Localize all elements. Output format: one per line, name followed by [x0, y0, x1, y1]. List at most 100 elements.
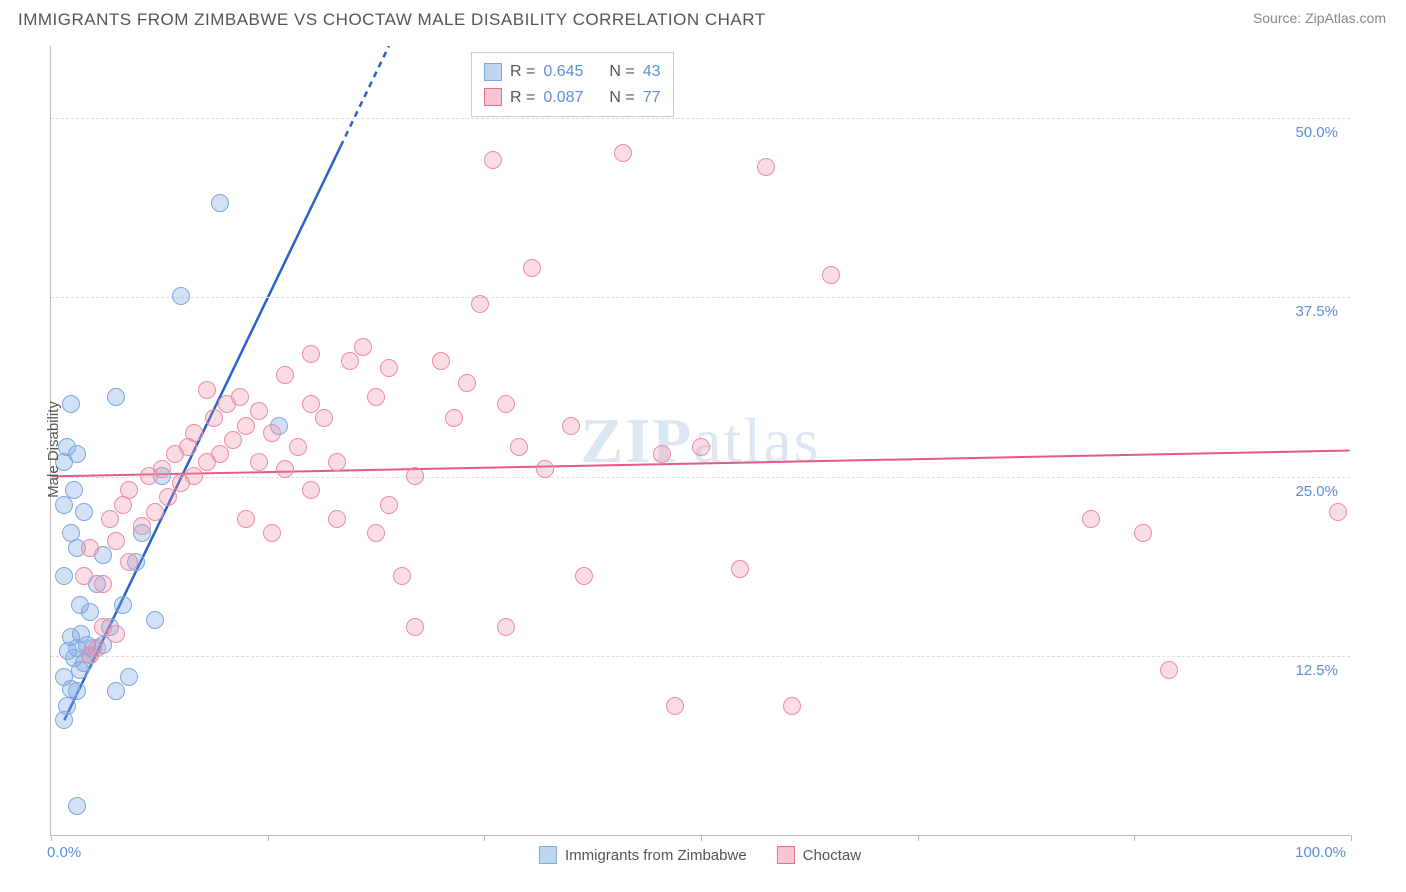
data-point-choctaw — [666, 697, 684, 715]
source-label: Source: — [1253, 10, 1305, 26]
gridline-h — [51, 477, 1350, 478]
data-point-zimbabwe — [146, 611, 164, 629]
x-tick — [484, 835, 485, 841]
corr-n-value: 43 — [643, 59, 661, 85]
data-point-choctaw — [1134, 524, 1152, 542]
source-attribution: Source: ZipAtlas.com — [1253, 10, 1386, 28]
data-point-choctaw — [367, 388, 385, 406]
gridline-h — [51, 656, 1350, 657]
data-point-choctaw — [510, 438, 528, 456]
chart-title: IMMIGRANTS FROM ZIMBABWE VS CHOCTAW MALE… — [18, 10, 766, 30]
data-point-choctaw — [263, 524, 281, 542]
data-point-zimbabwe — [68, 682, 86, 700]
x-tick-label: 0.0% — [47, 844, 81, 861]
data-point-choctaw — [276, 460, 294, 478]
corr-r-value: 0.087 — [543, 85, 583, 111]
data-point-choctaw — [237, 510, 255, 528]
data-point-zimbabwe — [211, 194, 229, 212]
corr-r-value: 0.645 — [543, 59, 583, 85]
data-point-choctaw — [523, 259, 541, 277]
data-point-choctaw — [406, 467, 424, 485]
data-point-choctaw — [484, 151, 502, 169]
data-point-zimbabwe — [114, 596, 132, 614]
legend-label-zimbabwe: Immigrants from Zimbabwe — [565, 847, 747, 864]
data-point-choctaw — [471, 295, 489, 313]
data-point-zimbabwe — [68, 797, 86, 815]
gridline-h — [51, 118, 1350, 119]
data-point-zimbabwe — [62, 524, 80, 542]
data-point-choctaw — [653, 445, 671, 463]
correlation-legend-box: R = 0.645 N = 43R = 0.087N = 77 — [471, 52, 674, 117]
x-tick — [268, 835, 269, 841]
data-point-choctaw — [341, 352, 359, 370]
data-point-choctaw — [1160, 661, 1178, 679]
data-point-choctaw — [185, 424, 203, 442]
corr-row-choctaw: R = 0.087N = 77 — [484, 85, 661, 111]
data-point-zimbabwe — [107, 388, 125, 406]
watermark-zip: ZIP — [581, 405, 694, 476]
data-point-choctaw — [757, 158, 775, 176]
corr-n-label: N = — [609, 59, 634, 85]
x-tick — [701, 835, 702, 841]
data-point-choctaw — [75, 567, 93, 585]
legend-swatch-zimbabwe — [539, 846, 557, 864]
watermark-atlas: atlas — [693, 405, 820, 476]
data-point-zimbabwe — [72, 625, 90, 643]
y-tick-label: 50.0% — [1295, 124, 1338, 141]
data-point-choctaw — [302, 481, 320, 499]
data-point-choctaw — [146, 503, 164, 521]
data-point-choctaw — [328, 510, 346, 528]
data-point-choctaw — [432, 352, 450, 370]
data-point-choctaw — [783, 697, 801, 715]
data-point-choctaw — [224, 431, 242, 449]
data-point-zimbabwe — [172, 287, 190, 305]
data-point-choctaw — [120, 553, 138, 571]
y-tick-label: 37.5% — [1295, 303, 1338, 320]
data-point-choctaw — [562, 417, 580, 435]
data-point-choctaw — [575, 567, 593, 585]
legend-item-zimbabwe: Immigrants from Zimbabwe — [539, 846, 747, 864]
data-point-choctaw — [731, 560, 749, 578]
corr-r-label: R = — [510, 85, 535, 111]
data-point-choctaw — [81, 539, 99, 557]
data-point-zimbabwe — [71, 596, 89, 614]
data-point-choctaw — [153, 460, 171, 478]
data-point-choctaw — [380, 359, 398, 377]
data-point-zimbabwe — [62, 395, 80, 413]
data-point-choctaw — [94, 575, 112, 593]
corr-row-zimbabwe: R = 0.645N = 43 — [484, 59, 661, 85]
data-point-choctaw — [497, 395, 515, 413]
data-point-choctaw — [185, 467, 203, 485]
data-point-choctaw — [211, 445, 229, 463]
legend-swatch-choctaw — [777, 846, 795, 864]
data-point-choctaw — [822, 266, 840, 284]
data-point-choctaw — [445, 409, 463, 427]
data-point-choctaw — [614, 144, 632, 162]
data-point-choctaw — [250, 402, 268, 420]
data-point-choctaw — [231, 388, 249, 406]
data-point-choctaw — [380, 496, 398, 514]
data-point-choctaw — [198, 381, 216, 399]
trend-line-zimbabwe-dashed — [341, 46, 389, 146]
data-point-choctaw — [205, 409, 223, 427]
data-point-choctaw — [1082, 510, 1100, 528]
data-point-choctaw — [354, 338, 372, 356]
corr-swatch-zimbabwe — [484, 63, 502, 81]
data-point-choctaw — [159, 488, 177, 506]
data-point-choctaw — [302, 395, 320, 413]
y-axis-label: Male Disability — [45, 401, 62, 498]
x-tick-label: 100.0% — [1295, 844, 1346, 861]
data-point-choctaw — [263, 424, 281, 442]
x-tick — [1134, 835, 1135, 841]
data-point-choctaw — [692, 438, 710, 456]
data-point-choctaw — [120, 481, 138, 499]
chart-area: ZIPatlas R = 0.645N = 43R = 0.087N = 77 … — [50, 46, 1350, 836]
x-tick — [918, 835, 919, 841]
data-point-zimbabwe — [120, 668, 138, 686]
data-point-choctaw — [328, 453, 346, 471]
data-point-choctaw — [107, 625, 125, 643]
legend-label-choctaw: Choctaw — [803, 847, 861, 864]
data-point-choctaw — [133, 517, 151, 535]
data-point-choctaw — [302, 345, 320, 363]
data-point-zimbabwe — [107, 682, 125, 700]
